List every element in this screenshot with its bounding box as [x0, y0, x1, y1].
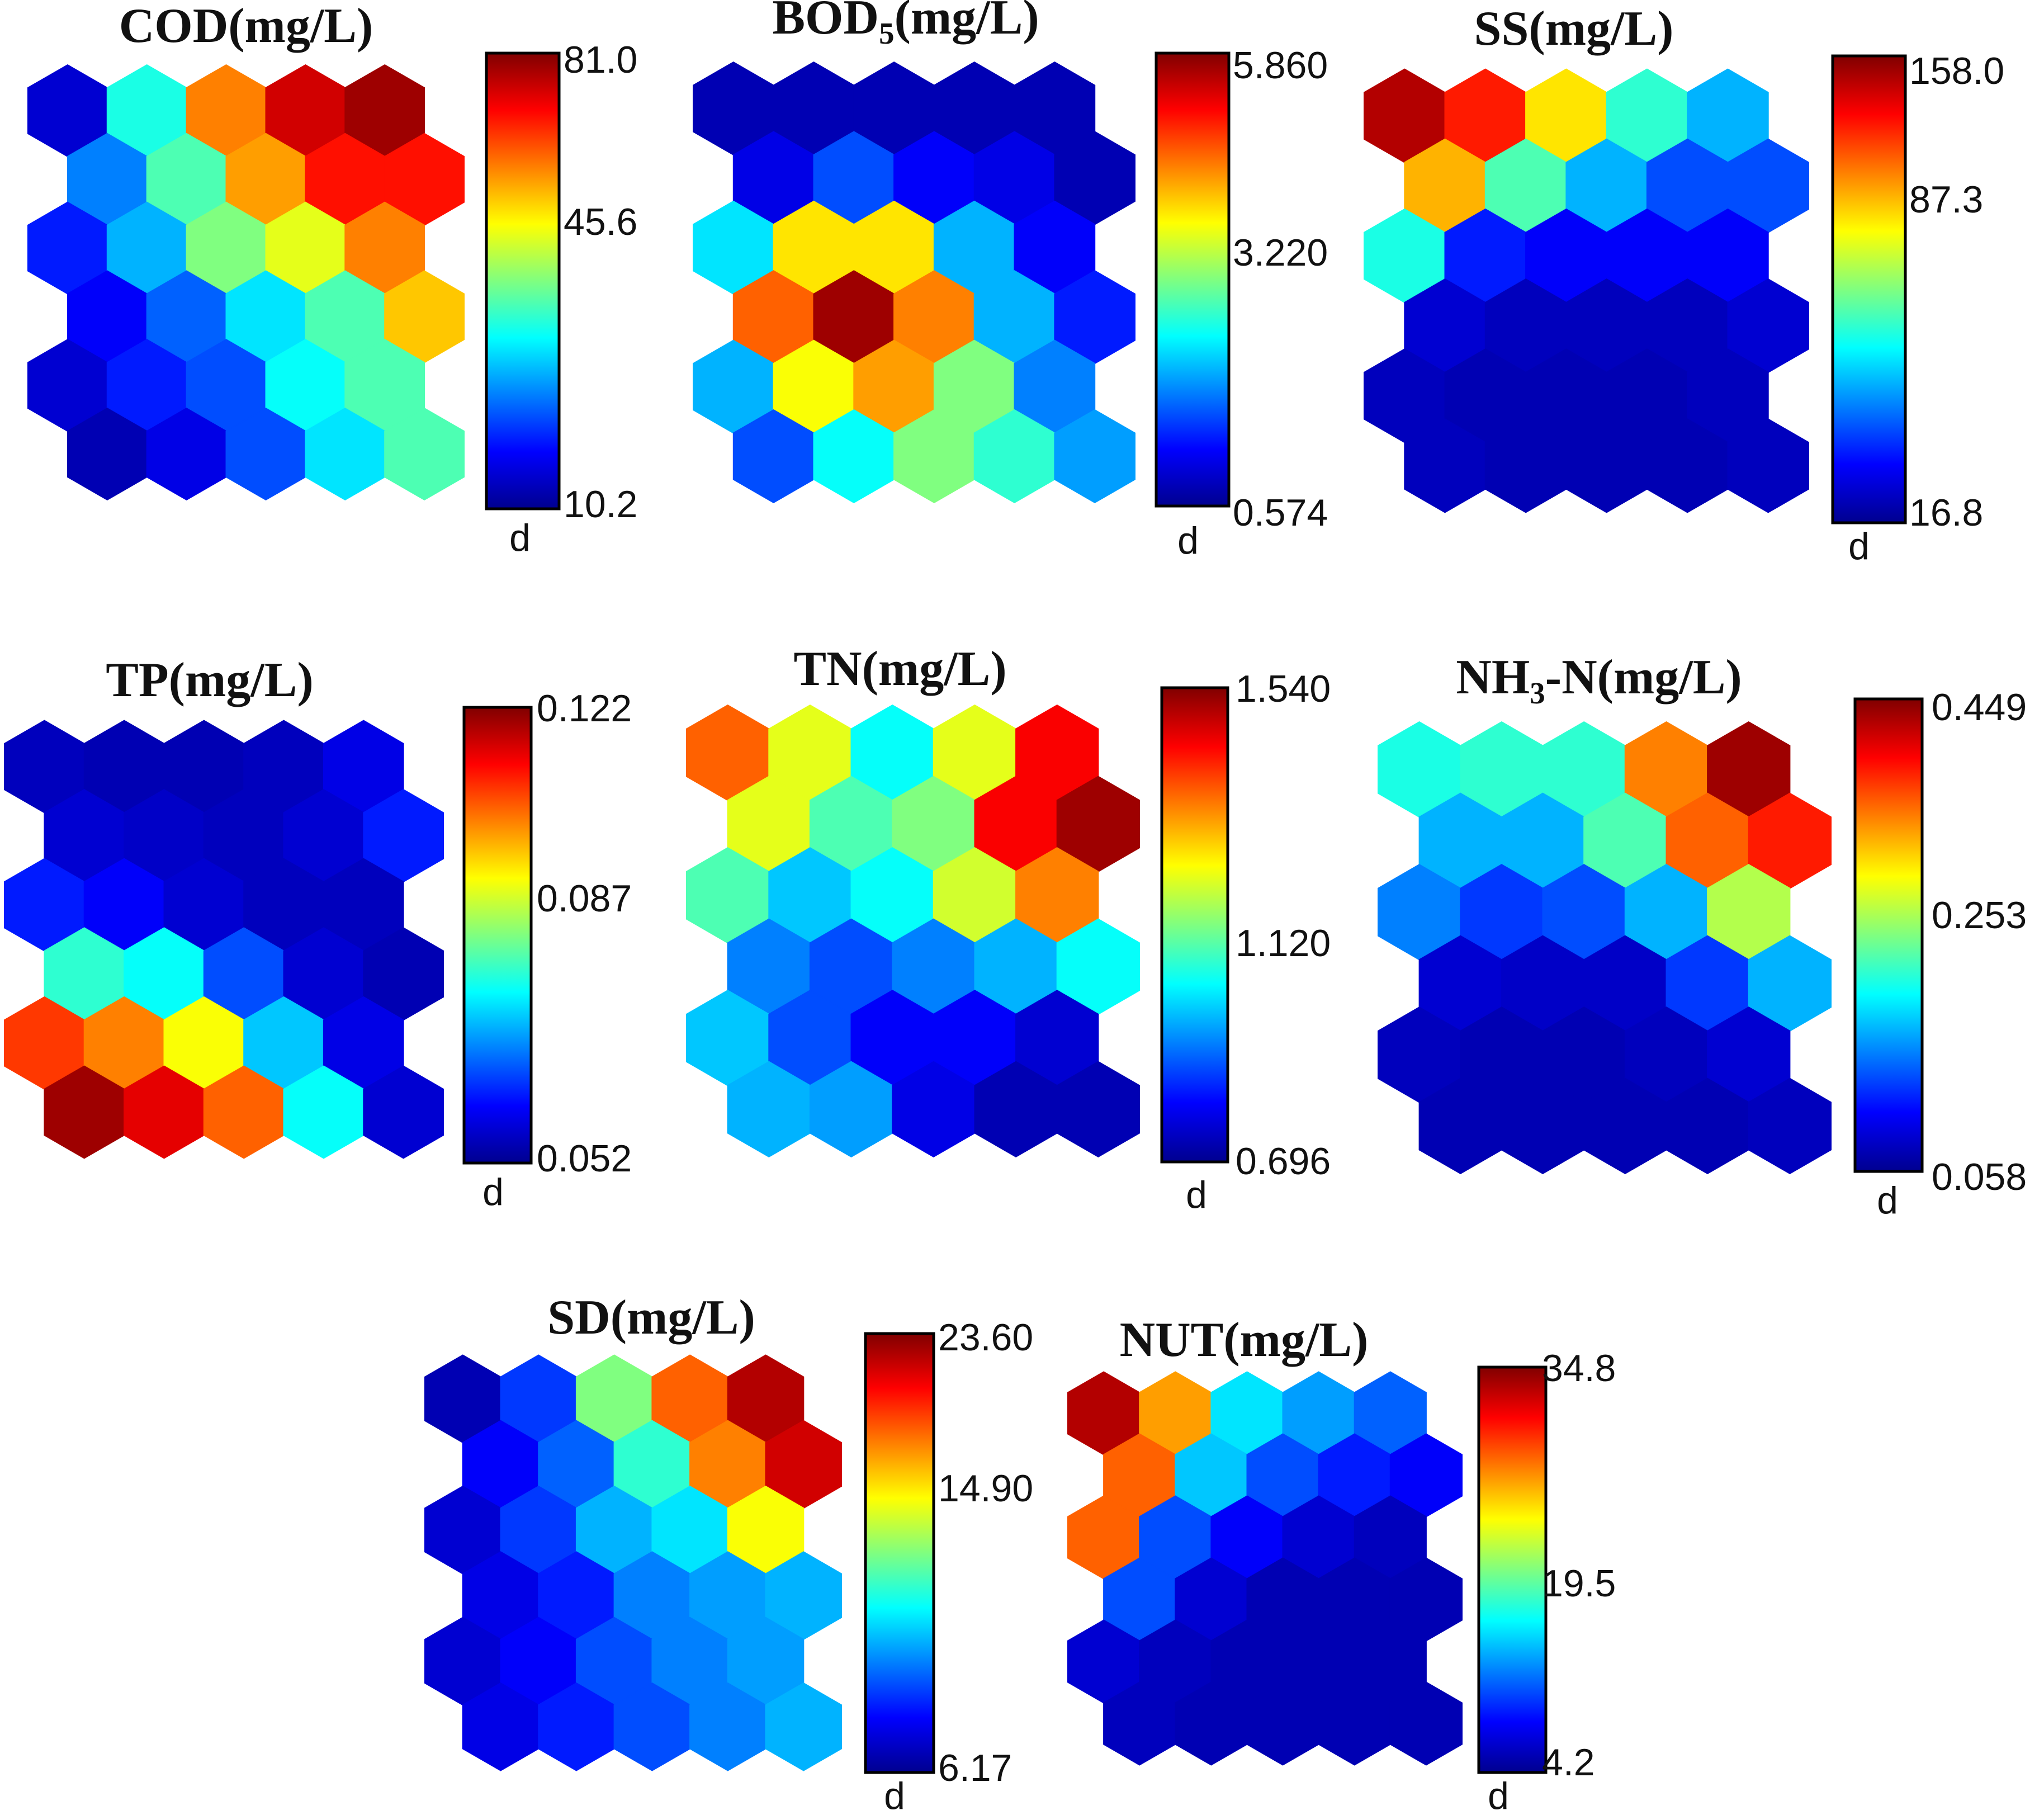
- panel-tn: TN(mg/L) 1.540 1.120 0.696 d: [686, 642, 1331, 1216]
- hex-grid: [693, 61, 1135, 504]
- colorbar-tick-min: 0.058: [1932, 1156, 2027, 1198]
- hex-grid: [686, 704, 1140, 1158]
- colorbar: 158.0 87.3 16.8 d: [1831, 50, 2004, 568]
- colorbar-label: d: [1877, 1179, 1898, 1222]
- colorbar: 1.540 1.120 0.696 d: [1160, 668, 1331, 1216]
- colorbar-tick-min: 0.574: [1233, 491, 1328, 534]
- colorbar-gradient: [1155, 51, 1231, 508]
- colorbar-tick-mid: 19.5: [1542, 1562, 1616, 1605]
- colorbar-gradient: [462, 706, 533, 1165]
- panel-sd: SD(mg/L) 23.60 14.90 6.17 d: [424, 1291, 1033, 1815]
- hex-grid: [4, 720, 444, 1159]
- colorbar-label: d: [1186, 1174, 1207, 1216]
- colorbar-label: d: [1177, 519, 1199, 562]
- panel-title: TN(mg/L): [793, 642, 1006, 696]
- colorbar-tick-mid: 1.120: [1236, 922, 1331, 965]
- hex-cell: [384, 408, 465, 501]
- panel-tp: TP(mg/L) 0.122 0.087 0.052 d: [4, 653, 632, 1213]
- colorbar-tick-max: 34.8: [1542, 1347, 1616, 1389]
- colorbar-gradient: [1160, 686, 1229, 1164]
- hex-cell: [1727, 418, 1809, 513]
- panel-title: SD(mg/L): [547, 1291, 755, 1345]
- colorbar-label: d: [509, 517, 531, 559]
- colorbar-tick-max: 5.860: [1233, 44, 1328, 87]
- hex-cell: [1056, 1061, 1140, 1158]
- panel-nh3n: NH3-N(mg/L) 0.449 0.253 0.058 d: [1378, 650, 2027, 1222]
- hex-grid: [1067, 1371, 1463, 1766]
- colorbar: 0.449 0.253 0.058 d: [1853, 686, 2027, 1222]
- colorbar-tick-mid: 87.3: [1909, 178, 1983, 221]
- panel-title: BOD5(mg/L): [772, 0, 1039, 50]
- colorbar: 5.860 3.220 0.574 d: [1155, 44, 1328, 562]
- panel-title: NUT(mg/L): [1120, 1313, 1369, 1367]
- colorbar-tick-min: 10.2: [564, 483, 637, 526]
- colorbar-label: d: [1488, 1775, 1509, 1815]
- colorbar-tick-mid: 45.6: [564, 201, 637, 243]
- colorbar: 81.0 45.6 10.2 d: [485, 39, 637, 559]
- panel-bod5: BOD5(mg/L) 5.860 3.220 0.574 d: [693, 0, 1328, 562]
- colorbar-tick-min: 0.052: [537, 1137, 632, 1180]
- panel-nut: NUT(mg/L) 34.8 19.5 4.2 d: [1067, 1313, 1616, 1815]
- colorbar-label: d: [884, 1775, 905, 1815]
- colorbar: 34.8 19.5 4.2 d: [1477, 1347, 1616, 1815]
- colorbar: 0.122 0.087 0.052 d: [462, 687, 632, 1213]
- colorbar-gradient: [1831, 54, 1907, 524]
- hex-cell: [363, 1065, 444, 1159]
- colorbar-tick-mid: 3.220: [1233, 231, 1328, 274]
- colorbar-gradient: [864, 1332, 935, 1774]
- hex-cell: [1389, 1681, 1463, 1766]
- colorbar-tick-min: 6.17: [938, 1747, 1012, 1789]
- colorbar-tick-mid: 0.087: [537, 877, 632, 920]
- hex-grid: [1364, 68, 1809, 513]
- colorbar-tick-min: 0.696: [1236, 1140, 1331, 1183]
- hex-grid: [424, 1354, 842, 1771]
- panel-title: TP(mg/L): [106, 653, 314, 707]
- colorbar-tick-max: 23.60: [938, 1316, 1033, 1359]
- colorbar: 23.60 14.90 6.17 d: [864, 1316, 1033, 1815]
- colorbar-tick-mid: 0.253: [1932, 894, 2027, 937]
- colorbar-label: d: [482, 1171, 504, 1213]
- colorbar-gradient: [485, 51, 561, 511]
- colorbar-tick-max: 81.0: [564, 39, 637, 81]
- hex-cell: [1748, 1077, 1832, 1175]
- colorbar-label: d: [1848, 525, 1870, 568]
- colorbar-tick-mid: 14.90: [938, 1467, 1033, 1510]
- hex-cell: [1054, 409, 1135, 504]
- panel-title: COD(mg/L): [119, 0, 373, 53]
- colorbar-tick-max: 0.122: [537, 687, 632, 730]
- hex-grid: [1378, 721, 1832, 1175]
- hex-grid: [27, 64, 465, 501]
- panel-title: SS(mg/L): [1474, 2, 1674, 56]
- hex-cell: [765, 1682, 842, 1771]
- panel-ss: SS(mg/L) 158.0 87.3 16.8 d: [1364, 2, 2004, 568]
- colorbar-tick-max: 158.0: [1909, 50, 2004, 92]
- colorbar-gradient: [1477, 1365, 1548, 1774]
- colorbar-gradient: [1853, 697, 1924, 1173]
- colorbar-tick-min: 16.8: [1909, 491, 1983, 534]
- colorbar-tick-max: 1.540: [1236, 668, 1331, 710]
- panel-title: NH3-N(mg/L): [1456, 650, 1742, 710]
- colorbar-tick-min: 4.2: [1542, 1741, 1595, 1784]
- panel-cod: COD(mg/L) 81.0 45.6 10.2 d: [27, 0, 637, 559]
- colorbar-tick-max: 0.449: [1932, 686, 2027, 729]
